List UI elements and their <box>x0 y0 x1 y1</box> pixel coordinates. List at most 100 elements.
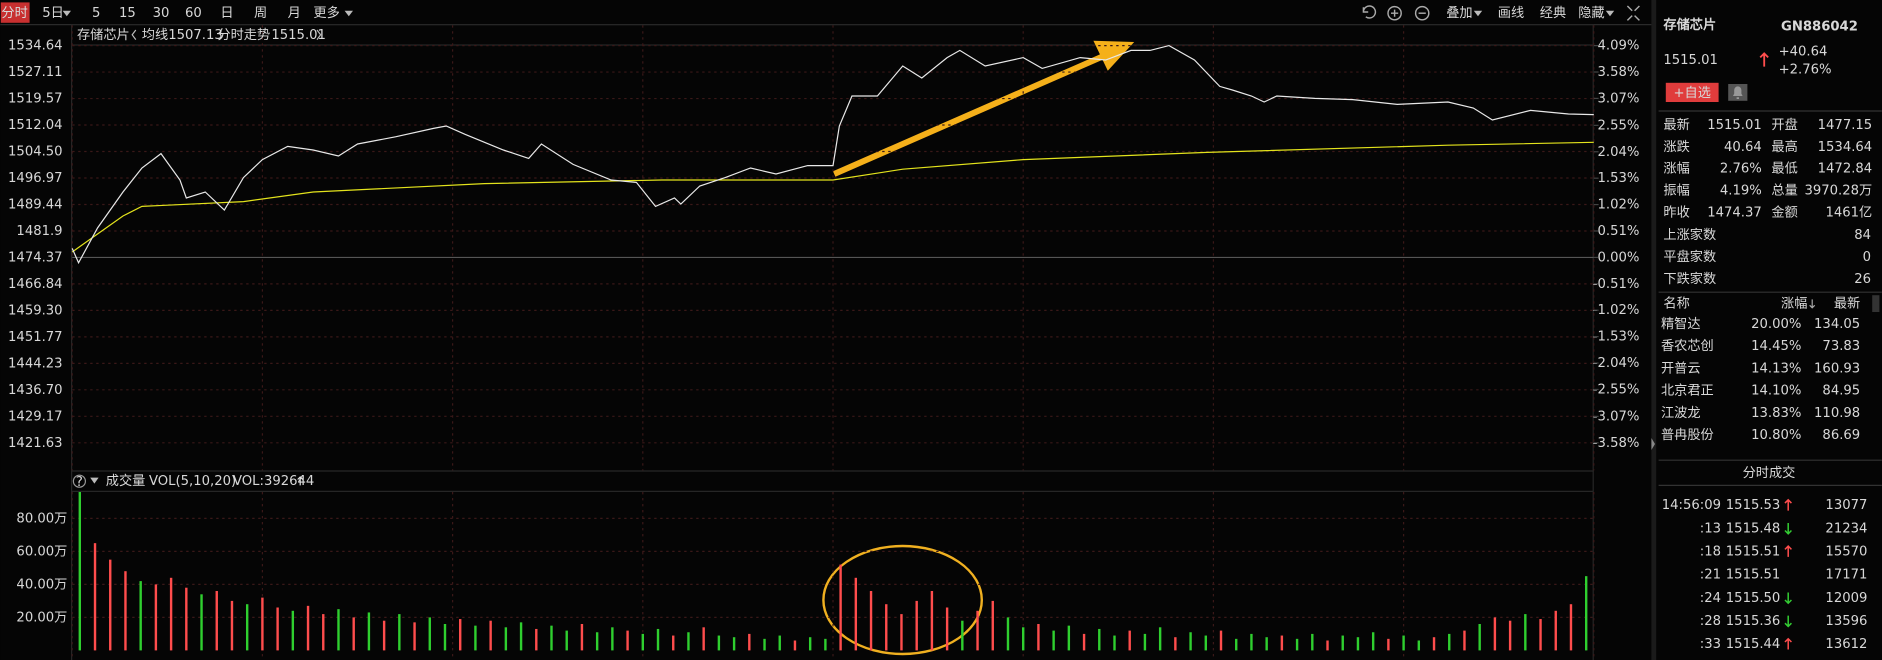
volume-bar <box>915 600 918 651</box>
y2-tick-label: -1.02% <box>1593 303 1640 318</box>
list-cell[interactable]: 北京君正 <box>1661 383 1714 399</box>
toolbar-tool[interactable]: 叠加 <box>1446 5 1472 21</box>
volume-readout: VOL:392644 <box>233 474 314 489</box>
volume-bar <box>291 610 295 651</box>
collapse-triangle[interactable] <box>90 477 99 484</box>
undo-icon[interactable] <box>1362 5 1377 19</box>
y2-tick-label: -3.07% <box>1593 409 1640 424</box>
list-cell[interactable]: 开普云 <box>1661 360 1701 376</box>
list-cell[interactable]: 精智达 <box>1661 316 1701 332</box>
list-cell[interactable]: 江波龙 <box>1661 405 1701 421</box>
toolbar-tab[interactable]: 日 <box>220 6 233 21</box>
list-cell[interactable]: 普冉股份 <box>1661 427 1714 443</box>
trade-arrow <box>1784 522 1792 535</box>
y2-tick-label: -0.51% <box>1593 277 1640 292</box>
quote-price: 1515.01 <box>1663 53 1718 68</box>
y2-tick-label: 0.51% <box>1597 224 1639 239</box>
volume-bar <box>1174 637 1177 651</box>
volume-bar <box>1295 638 1299 651</box>
y-tick-label: 40.00万 <box>16 577 67 592</box>
tab-dropdown <box>344 10 353 17</box>
y2-tick-label: -1.53% <box>1593 330 1640 345</box>
toolbar-tab[interactable]: 30 <box>153 6 170 21</box>
y-tick-label: 1429.17 <box>8 409 63 424</box>
field-label: 最高 <box>1771 138 1797 155</box>
trade-price: 1515.51 <box>1726 568 1781 583</box>
field-value: 4.19% <box>1720 184 1762 199</box>
field-value: 1474.37 <box>1707 206 1762 221</box>
watchlist-label: +自选 <box>1673 85 1710 101</box>
toolbar-tab[interactable]: 5 <box>92 6 100 21</box>
volume-bar <box>1417 640 1421 651</box>
toolbar-tool[interactable]: 经典 <box>1540 5 1566 21</box>
y2-tick-label: 1.53% <box>1597 171 1639 186</box>
toolbar-tab[interactable]: 5日 <box>42 6 64 21</box>
zoom-out-icon[interactable] <box>1414 5 1430 21</box>
y2-tick-label: 2.55% <box>1597 118 1639 133</box>
breadth-label: 上涨家数 <box>1663 226 1716 243</box>
field-label: 金额 <box>1771 205 1797 221</box>
toolbar-tool[interactable]: 画线 <box>1498 5 1524 21</box>
toolbar-tab[interactable]: 60 <box>185 6 202 21</box>
volume-bar <box>139 581 142 651</box>
volume-bar <box>185 587 188 651</box>
trade-volume: 12009 <box>1825 591 1867 606</box>
field-value: 1461亿 <box>1825 205 1872 221</box>
expand-icon[interactable] <box>1626 5 1640 21</box>
trade-volume: 17171 <box>1825 568 1867 583</box>
trade-price: 1515.51 <box>1726 545 1781 560</box>
arrow-head <box>1093 40 1135 71</box>
volume-bar <box>1280 635 1284 651</box>
scrollbar[interactable] <box>1872 295 1880 312</box>
list-cell: 73.83 <box>1822 339 1860 354</box>
toolbar-tab[interactable]: 分时 <box>1 5 27 21</box>
list-cell: 14.13% <box>1751 361 1801 376</box>
toolbar-tool[interactable]: 隐藏 <box>1578 5 1604 21</box>
list-cell: 134.05 <box>1814 317 1860 332</box>
legend-name: 均线 <box>142 27 168 43</box>
volume-bar <box>428 617 431 651</box>
breadth-label: 平盘家数 <box>1663 248 1716 265</box>
list-cell: 10.80% <box>1751 428 1801 443</box>
volume-bar <box>215 591 218 651</box>
list-cell[interactable]: 香农芯创 <box>1661 338 1714 354</box>
trade-volume: 21234 <box>1825 521 1867 536</box>
toolbar-tab[interactable]: 月 <box>288 6 301 21</box>
trade-time: :28 <box>1700 614 1721 629</box>
divider <box>1651 0 1657 660</box>
trade-time: :21 <box>1700 568 1721 583</box>
y-tick-label: 1527.11 <box>8 65 63 80</box>
breadth-label: 下跌家数 <box>1663 270 1716 287</box>
list-cell: 86.69 <box>1822 428 1860 443</box>
divider-handle[interactable] <box>1651 438 1655 450</box>
volume-bar <box>885 604 888 651</box>
trade-time: :24 <box>1700 591 1721 606</box>
volume-bar <box>443 624 447 651</box>
volume-panel-frame <box>70 470 1594 660</box>
list-cell: 14.45% <box>1751 339 1801 354</box>
volume-bar <box>824 638 827 651</box>
volume-bar <box>382 620 386 651</box>
y-tick-label: 60.00万 <box>16 544 67 559</box>
y2-tick-label: 3.58% <box>1597 65 1639 80</box>
volume-bar <box>839 564 842 651</box>
field-label: 涨幅 <box>1663 161 1689 177</box>
toolbar-tab[interactable]: 周 <box>254 6 267 21</box>
y-tick-label: 1496.97 <box>8 171 63 186</box>
legend-value: 1515.01 <box>271 28 326 43</box>
toolbar-tab[interactable]: 15 <box>119 6 136 21</box>
volume-bar <box>322 614 325 651</box>
quote-arrow <box>1759 52 1769 67</box>
zoom-in-icon[interactable] <box>1387 5 1402 21</box>
field-value: 1515.01 <box>1707 118 1762 133</box>
volume-bar <box>1508 620 1512 651</box>
volume-bar <box>1539 619 1542 651</box>
watchlist-button[interactable] <box>1665 82 1719 102</box>
trade-volume: 13596 <box>1825 614 1867 629</box>
trade-time: :13 <box>1700 521 1721 536</box>
toolbar-tab[interactable]: 更多 <box>313 4 339 21</box>
help-icon[interactable] <box>72 474 86 488</box>
